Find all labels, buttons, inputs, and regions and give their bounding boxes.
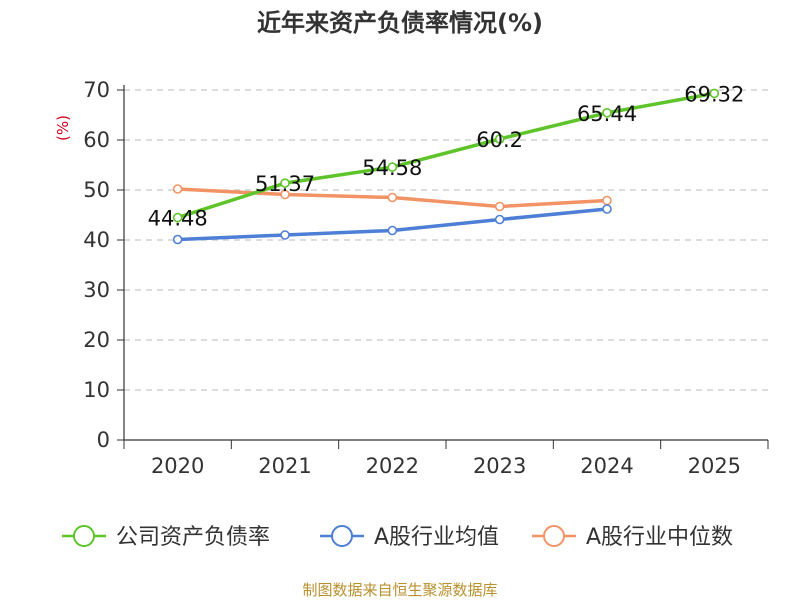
data-label: 51.37 xyxy=(255,172,315,196)
series-group xyxy=(172,88,720,245)
x-tick-label: 2021 xyxy=(258,454,311,478)
y-tick-label: 20 xyxy=(83,328,110,352)
y-tick-label: 60 xyxy=(83,128,110,152)
x-tick-label: 2020 xyxy=(151,454,204,478)
data-point xyxy=(280,178,290,188)
data-label: 69.32 xyxy=(684,82,744,106)
y-tick-label: 10 xyxy=(83,378,110,402)
data-point xyxy=(280,230,290,240)
legend-label: A股行业均值 xyxy=(374,525,499,550)
data-point xyxy=(280,189,290,200)
data-point xyxy=(494,214,505,225)
y-tick-label: 40 xyxy=(83,228,110,252)
y-tick-label: 50 xyxy=(83,178,110,202)
data-point xyxy=(387,162,398,172)
x-tick-label: 2022 xyxy=(366,454,419,478)
data-label: 44.48 xyxy=(148,207,208,231)
series-line xyxy=(175,91,717,220)
grid xyxy=(124,89,768,391)
legend-label: A股行业中位数 xyxy=(586,525,733,550)
data-point xyxy=(602,204,612,214)
x-tick-label: 2023 xyxy=(473,454,526,478)
axes: 0 10 20 30 40 50 60 70 2020 2021 2022 2023 2024 2025 xyxy=(83,78,769,478)
y-tick-label: 30 xyxy=(83,278,110,302)
data-labels: 44.48 51.37 54.58 60.2 65.44 69.32 xyxy=(148,82,745,230)
source-note: 制图数据来自恒生聚源数据库 xyxy=(302,581,497,599)
chart-title: 近年来资产负债率情况(%) xyxy=(257,9,543,37)
x-tick-label: 2024 xyxy=(580,454,633,478)
x-tick-label: 2025 xyxy=(688,454,741,478)
data-point xyxy=(172,234,183,245)
data-label: 65.44 xyxy=(577,102,637,126)
data-point xyxy=(709,88,720,99)
data-label: 54.58 xyxy=(362,156,422,180)
data-point xyxy=(494,201,505,212)
data-point xyxy=(602,108,612,118)
legend-marker xyxy=(543,525,565,547)
y-tick-label: 70 xyxy=(83,78,110,102)
legend-marker xyxy=(331,525,353,547)
data-point xyxy=(387,192,398,203)
data-label: 60.2 xyxy=(476,128,523,152)
y-tick-label: 0 xyxy=(97,428,110,452)
data-point xyxy=(494,134,505,144)
data-point xyxy=(602,195,612,206)
data-point xyxy=(387,225,398,236)
legend-label: 公司资产负债率 xyxy=(116,525,270,550)
data-point xyxy=(172,212,183,223)
legend-marker xyxy=(73,525,95,547)
data-point xyxy=(172,184,183,194)
y-axis-label: (%) xyxy=(54,115,72,141)
legend: 公司资产负债率 A股行业均值 A股行业中位数 xyxy=(62,525,733,550)
